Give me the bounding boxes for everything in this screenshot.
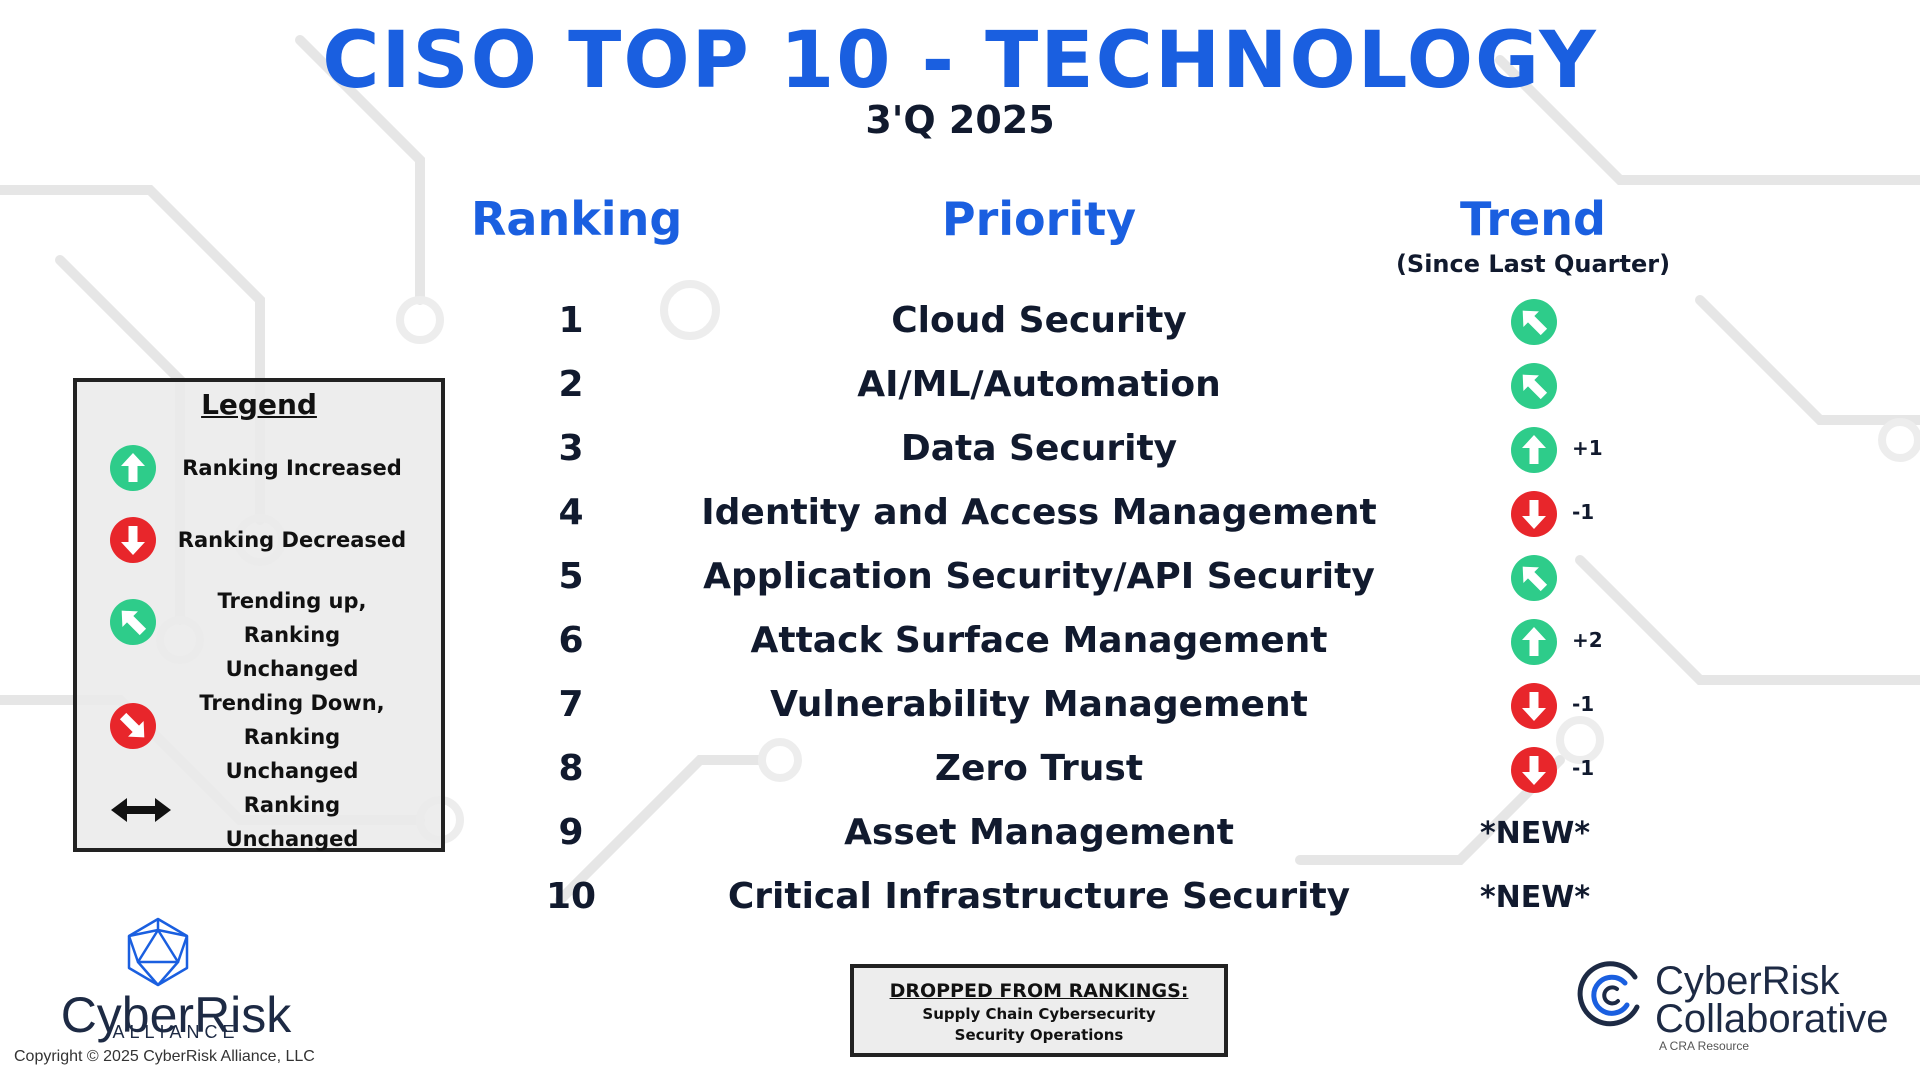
priority-label: AI/ML/Automation (857, 364, 1221, 405)
dropped-from-rankings-box: DROPPED FROM RANKINGS: Supply Chain Cybe… (850, 964, 1228, 1057)
rank-number: 10 (545, 876, 597, 917)
rank-change: +2 (1572, 628, 1603, 652)
legend-label: Trending Down, (199, 691, 385, 715)
table-row: 7 Vulnerability Management -1 (0, 674, 1920, 738)
legend-item: Ranking Increased (77, 430, 441, 510)
trend-subheader: (Since Last Quarter) (1395, 250, 1671, 278)
new-badge: *NEW* (1479, 880, 1591, 915)
column-header-trend: Trend (1460, 192, 1606, 246)
crc-resource-tag: A CRA Resource (1659, 1039, 1750, 1053)
rank-number: 5 (558, 556, 584, 597)
priority-label: Zero Trust (934, 748, 1144, 789)
rank-number: 3 (558, 428, 584, 469)
priority-label: Vulnerability Management (770, 684, 1308, 725)
column-header-priority: Priority (941, 192, 1137, 246)
ranking-decreased-icon (109, 516, 157, 564)
rank-change: -1 (1572, 500, 1595, 524)
table-row: 6 Attack Surface Management +2 (0, 610, 1920, 674)
legend-label: Ranking Unchanged (225, 725, 359, 783)
ranking-increased-icon (109, 444, 157, 492)
table-row: 3 Data Security +1 (0, 418, 1920, 482)
trending-down-icon (109, 702, 157, 750)
trending-up-icon (1510, 298, 1558, 346)
legend-box: Legend Ranking Increased Ranking Decreas… (73, 378, 445, 852)
priority-label: Identity and Access Management (701, 492, 1377, 533)
priority-label: Application Security/API Security (703, 556, 1375, 597)
new-badge: *NEW* (1479, 816, 1591, 851)
rank-number: 6 (558, 620, 584, 661)
trending-up-icon (1510, 362, 1558, 410)
crc-wordmark-line2: Collaborative (1655, 997, 1889, 1041)
column-header-ranking: Ranking (471, 192, 683, 246)
polyhedron-icon (127, 917, 189, 987)
legend-item: Trending Down, Ranking Unchanged (77, 686, 441, 783)
swirl-icon (1577, 961, 1640, 1027)
cyberrisk-collaborative-logo: CyberRisk Collaborative A CRA Resource (1575, 955, 1905, 1055)
ranking-increased-icon (1510, 618, 1558, 666)
legend-title: Legend (201, 388, 317, 421)
ranking-increased-icon (1510, 426, 1558, 474)
table-row: 5 Application Security/API Security (0, 546, 1920, 610)
page-subtitle: 3'Q 2025 (865, 98, 1055, 142)
page-title: CISO TOP 10 - TECHNOLOGY (322, 16, 1598, 106)
rank-number: 1 (558, 300, 584, 341)
legend-label: Ranking Unchanged (225, 623, 359, 681)
rank-number: 2 (558, 364, 584, 405)
trending-up-icon (109, 598, 157, 646)
legend-item: Ranking Decreased (77, 502, 441, 582)
priority-label: Cloud Security (891, 300, 1187, 341)
double-arrow-icon (109, 786, 173, 834)
legend-label: Trending up, (217, 589, 367, 613)
rank-change: -1 (1572, 756, 1595, 780)
legend-label: Ranking Increased (182, 456, 402, 480)
cyberrisk-alliance-logo: CyberRisk ALLIANCE (36, 916, 316, 1056)
table-row: 10 Critical Infrastructure Security *NEW… (0, 866, 1920, 930)
rank-number: 9 (558, 812, 584, 853)
rank-number: 4 (558, 492, 584, 533)
table-row: 4 Identity and Access Management -1 (0, 482, 1920, 546)
cra-submark: ALLIANCE (112, 1022, 240, 1042)
table-row: 8 Zero Trust -1 (0, 738, 1920, 802)
legend-label: Ranking Unchanged (225, 793, 359, 851)
rank-change: +1 (1572, 436, 1603, 460)
table-row: 2 AI/ML/Automation (0, 354, 1920, 418)
table-row: 1 Cloud Security (0, 290, 1920, 354)
copyright-notice: Copyright © 2025 CyberRisk Alliance, LLC (14, 1048, 315, 1065)
rank-change: -1 (1572, 692, 1595, 716)
table-row: 9 Asset Management *NEW* (0, 802, 1920, 866)
rank-number: 8 (558, 748, 584, 789)
priority-label: Attack Surface Management (750, 620, 1328, 661)
dropped-item: Supply Chain Cybersecurity (922, 1005, 1156, 1023)
ranking-decreased-icon (1510, 682, 1558, 730)
priority-label: Asset Management (844, 812, 1234, 853)
cra-wordmark: CyberRisk (60, 987, 292, 1043)
priority-label: Data Security (900, 428, 1178, 469)
dropped-item: Security Operations (954, 1026, 1124, 1044)
rank-number: 7 (558, 684, 584, 725)
trending-up-icon (1510, 554, 1558, 602)
legend-label: Ranking Decreased (177, 528, 407, 552)
legend-item: Ranking Unchanged (77, 770, 441, 851)
crc-wordmark-line1: CyberRisk (1655, 959, 1840, 1003)
priority-label: Critical Infrastructure Security (727, 876, 1351, 917)
legend-item: Trending up, Ranking Unchanged (77, 582, 441, 681)
dropped-title: DROPPED FROM RANKINGS: (889, 980, 1189, 1002)
ranking-decreased-icon (1510, 746, 1558, 794)
ranking-decreased-icon (1510, 490, 1558, 538)
